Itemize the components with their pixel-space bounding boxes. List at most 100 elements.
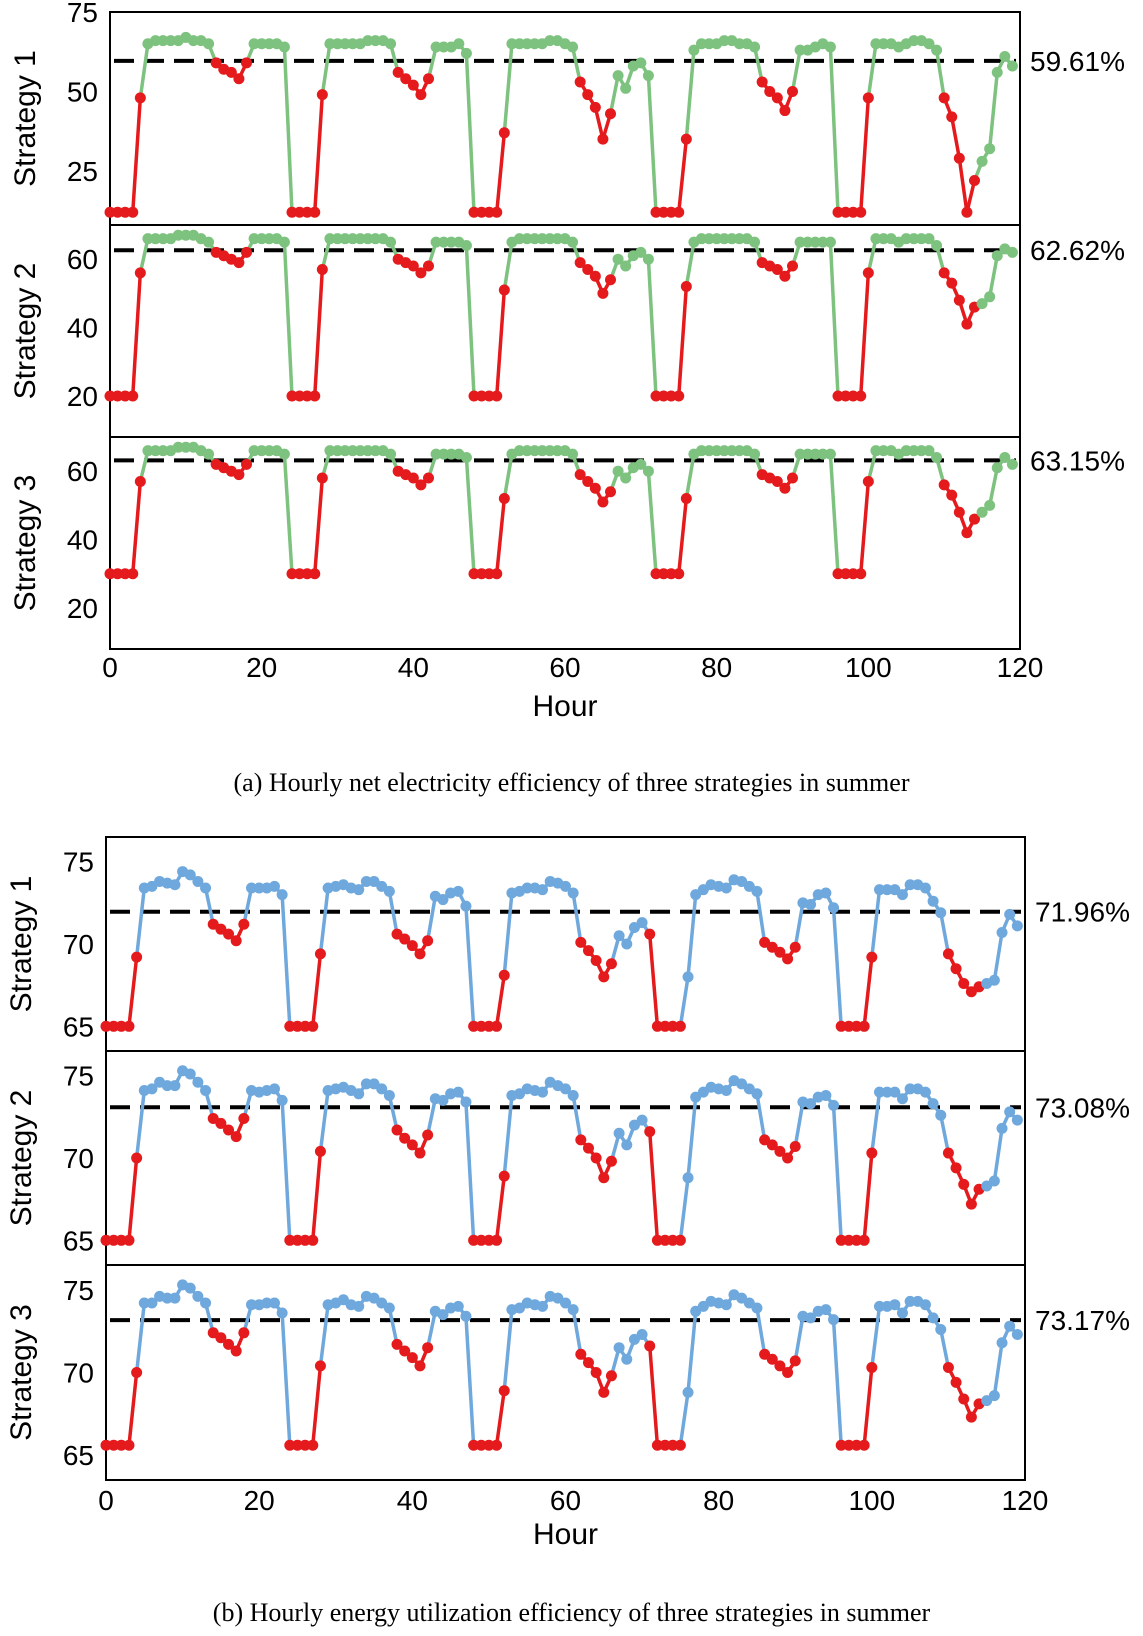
series-segment <box>318 1302 330 1368</box>
series-segment <box>313 92 325 215</box>
series-segment <box>992 930 1004 982</box>
data-point <box>123 1234 135 1246</box>
series-segment <box>282 452 294 576</box>
y-tick-label: 75 <box>63 847 94 878</box>
data-point <box>873 1300 885 1312</box>
data-point <box>261 1297 273 1309</box>
series-segment <box>793 1314 805 1363</box>
data-point <box>529 445 541 457</box>
data-point <box>385 448 397 460</box>
data-point <box>782 953 794 965</box>
data-point <box>332 38 343 50</box>
data-point <box>460 47 472 59</box>
data-point <box>422 1129 434 1141</box>
data-point <box>919 882 931 894</box>
data-point <box>862 92 874 104</box>
data-point <box>284 1020 296 1032</box>
data-point <box>157 233 169 245</box>
series-segment <box>859 479 871 576</box>
series-segment <box>870 887 882 959</box>
series-segment <box>755 1306 767 1357</box>
data-point <box>119 568 131 580</box>
data-point <box>263 445 275 457</box>
data-point <box>771 92 783 104</box>
data-point <box>908 233 920 245</box>
series-segment <box>939 1327 951 1370</box>
series-segment <box>686 1309 698 1395</box>
data-point <box>873 1086 885 1098</box>
mean-label: 71.96% <box>1035 897 1130 928</box>
series-segment <box>831 1317 843 1448</box>
series-segment <box>957 156 969 215</box>
data-point <box>233 469 245 481</box>
series-segment <box>684 452 696 501</box>
data-point <box>422 1342 434 1354</box>
series-segment <box>318 1088 330 1154</box>
series-segment <box>502 1093 514 1178</box>
data-point <box>498 493 510 505</box>
data-point <box>908 445 920 457</box>
data-point <box>180 229 192 241</box>
data-point <box>674 1439 686 1451</box>
data-point <box>969 513 980 525</box>
series-segment <box>828 240 840 398</box>
data-point <box>468 1020 480 1032</box>
x-tick-label: 80 <box>701 652 732 683</box>
data-point <box>787 85 798 97</box>
series-segment <box>677 496 689 576</box>
data-point <box>215 1332 227 1344</box>
data-point <box>682 1172 694 1184</box>
series-segment <box>502 42 514 135</box>
series-segment <box>987 70 999 151</box>
data-point <box>536 233 548 245</box>
y-tick-label: 50 <box>67 76 98 107</box>
data-point <box>521 233 533 245</box>
data-point <box>112 390 124 402</box>
y-tick-label: 20 <box>67 381 98 412</box>
data-point <box>991 462 1003 474</box>
data-point <box>597 133 609 145</box>
data-point <box>976 506 988 518</box>
data-point <box>307 1234 319 1246</box>
data-point <box>233 73 245 85</box>
data-point <box>284 1234 296 1246</box>
series-segment <box>862 1151 874 1243</box>
data-point <box>817 236 829 248</box>
data-point <box>674 1020 686 1032</box>
data-point <box>942 1362 954 1374</box>
data-point <box>749 41 761 53</box>
data-point <box>491 1439 503 1451</box>
series-segment <box>831 906 843 1029</box>
data-point <box>406 1139 418 1151</box>
data-point <box>802 448 814 460</box>
caption-b: (b) Hourly energy utilization efficiency… <box>212 1598 931 1627</box>
data-point <box>301 568 313 580</box>
data-point <box>965 1411 977 1423</box>
data-point <box>108 1020 120 1032</box>
y-tick-label: 70 <box>63 929 94 960</box>
data-point <box>866 1362 878 1374</box>
data-point <box>927 1098 939 1110</box>
data-point <box>851 1439 863 1451</box>
data-point <box>112 568 124 580</box>
data-point <box>233 257 245 269</box>
data-point <box>307 1020 319 1032</box>
data-point <box>460 1096 472 1108</box>
data-point <box>157 35 169 47</box>
data-point <box>134 267 146 279</box>
series-segment <box>495 496 507 576</box>
data-point <box>445 236 457 248</box>
data-point <box>751 885 763 897</box>
series-segment <box>870 1090 882 1155</box>
data-point <box>286 206 298 218</box>
data-point <box>667 1020 679 1032</box>
data-point <box>789 1140 801 1152</box>
data-point <box>946 489 958 501</box>
data-point <box>422 935 434 947</box>
series-segment <box>134 1301 147 1375</box>
data-point <box>720 882 732 894</box>
data-point <box>100 1234 112 1246</box>
data-point <box>858 1439 870 1451</box>
data-point <box>574 76 586 88</box>
data-point <box>644 928 656 940</box>
